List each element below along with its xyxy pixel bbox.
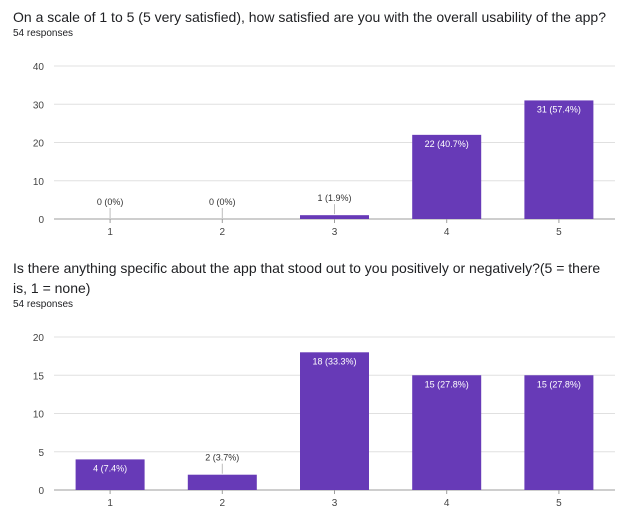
data-label: 31 (57.4%) bbox=[537, 104, 581, 114]
data-label: 4 (7.4%) bbox=[93, 463, 127, 473]
x-tick-label: 1 bbox=[107, 498, 113, 509]
x-tick-label: 2 bbox=[220, 498, 226, 509]
x-tick-label: 4 bbox=[444, 227, 450, 238]
x-tick-label: 5 bbox=[556, 227, 562, 238]
y-tick-label: 20 bbox=[33, 139, 45, 150]
data-label: 15 (27.8%) bbox=[537, 379, 581, 389]
data-label: 18 (33.3%) bbox=[312, 356, 356, 366]
data-label: 15 (27.8%) bbox=[425, 379, 469, 389]
x-tick-label: 5 bbox=[556, 498, 562, 509]
bar bbox=[524, 375, 594, 490]
x-tick-label: 2 bbox=[220, 227, 226, 238]
y-tick-label: 5 bbox=[38, 448, 44, 459]
data-label: 1 (1.9%) bbox=[317, 193, 351, 203]
x-tick-label: 4 bbox=[444, 498, 450, 509]
y-tick-label: 40 bbox=[33, 62, 45, 73]
bar-chart: 0 5 10 15 20 1 4 (7.4%) 2 2 (3.7%) 3 18 (33.3%) 4 15… bbox=[33, 333, 615, 509]
x-tick-label: 3 bbox=[332, 227, 338, 238]
y-tick-label: 15 bbox=[33, 371, 45, 382]
bar bbox=[412, 134, 482, 219]
bar bbox=[524, 100, 594, 219]
question-title: Is there anything specific about the app… bbox=[13, 260, 601, 296]
bar bbox=[412, 375, 482, 490]
bar bbox=[75, 459, 145, 490]
y-tick-label: 20 bbox=[33, 333, 45, 344]
bar bbox=[300, 352, 369, 490]
x-tick-label: 3 bbox=[332, 498, 338, 509]
question-title: On a scale of 1 to 5 (5 very satisfied),… bbox=[13, 9, 606, 25]
data-label: 0 (0%) bbox=[209, 197, 236, 207]
bar-chart: 0 10 20 30 40 1 0 (0%) 2 0 (0%) 3 1 (1.9%) 4 22 (40.… bbox=[33, 62, 615, 238]
data-label: 2 (3.7%) bbox=[205, 453, 239, 463]
bar bbox=[300, 215, 369, 219]
data-label: 22 (40.7%) bbox=[425, 139, 469, 149]
y-tick-label: 10 bbox=[33, 177, 45, 188]
y-tick-label: 10 bbox=[33, 410, 45, 421]
y-tick-label: 0 bbox=[38, 215, 44, 226]
y-tick-label: 30 bbox=[33, 100, 45, 111]
data-label: 0 (0%) bbox=[97, 197, 124, 207]
response-count: 54 responses bbox=[13, 28, 74, 39]
bar bbox=[187, 474, 257, 490]
y-tick-label: 0 bbox=[38, 486, 44, 497]
x-tick-label: 1 bbox=[107, 227, 113, 238]
response-count: 54 responses bbox=[13, 299, 74, 310]
